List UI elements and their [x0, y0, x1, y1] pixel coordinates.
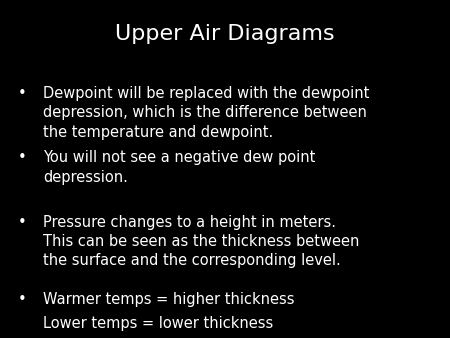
Text: •: • — [18, 86, 27, 101]
Text: Upper Air Diagrams: Upper Air Diagrams — [115, 24, 335, 44]
Text: Dewpoint will be replaced with the dewpoint
depression, which is the difference : Dewpoint will be replaced with the dewpo… — [43, 86, 369, 140]
Text: Lower temps = lower thickness: Lower temps = lower thickness — [43, 316, 273, 331]
Text: Pressure changes to a height in meters.
This can be seen as the thickness betwee: Pressure changes to a height in meters. … — [43, 215, 359, 268]
Text: You will not see a negative dew point
depression.: You will not see a negative dew point de… — [43, 150, 315, 185]
Text: •: • — [18, 150, 27, 165]
Text: •: • — [18, 292, 27, 307]
Text: Warmer temps = higher thickness: Warmer temps = higher thickness — [43, 292, 294, 307]
Text: •: • — [18, 215, 27, 230]
